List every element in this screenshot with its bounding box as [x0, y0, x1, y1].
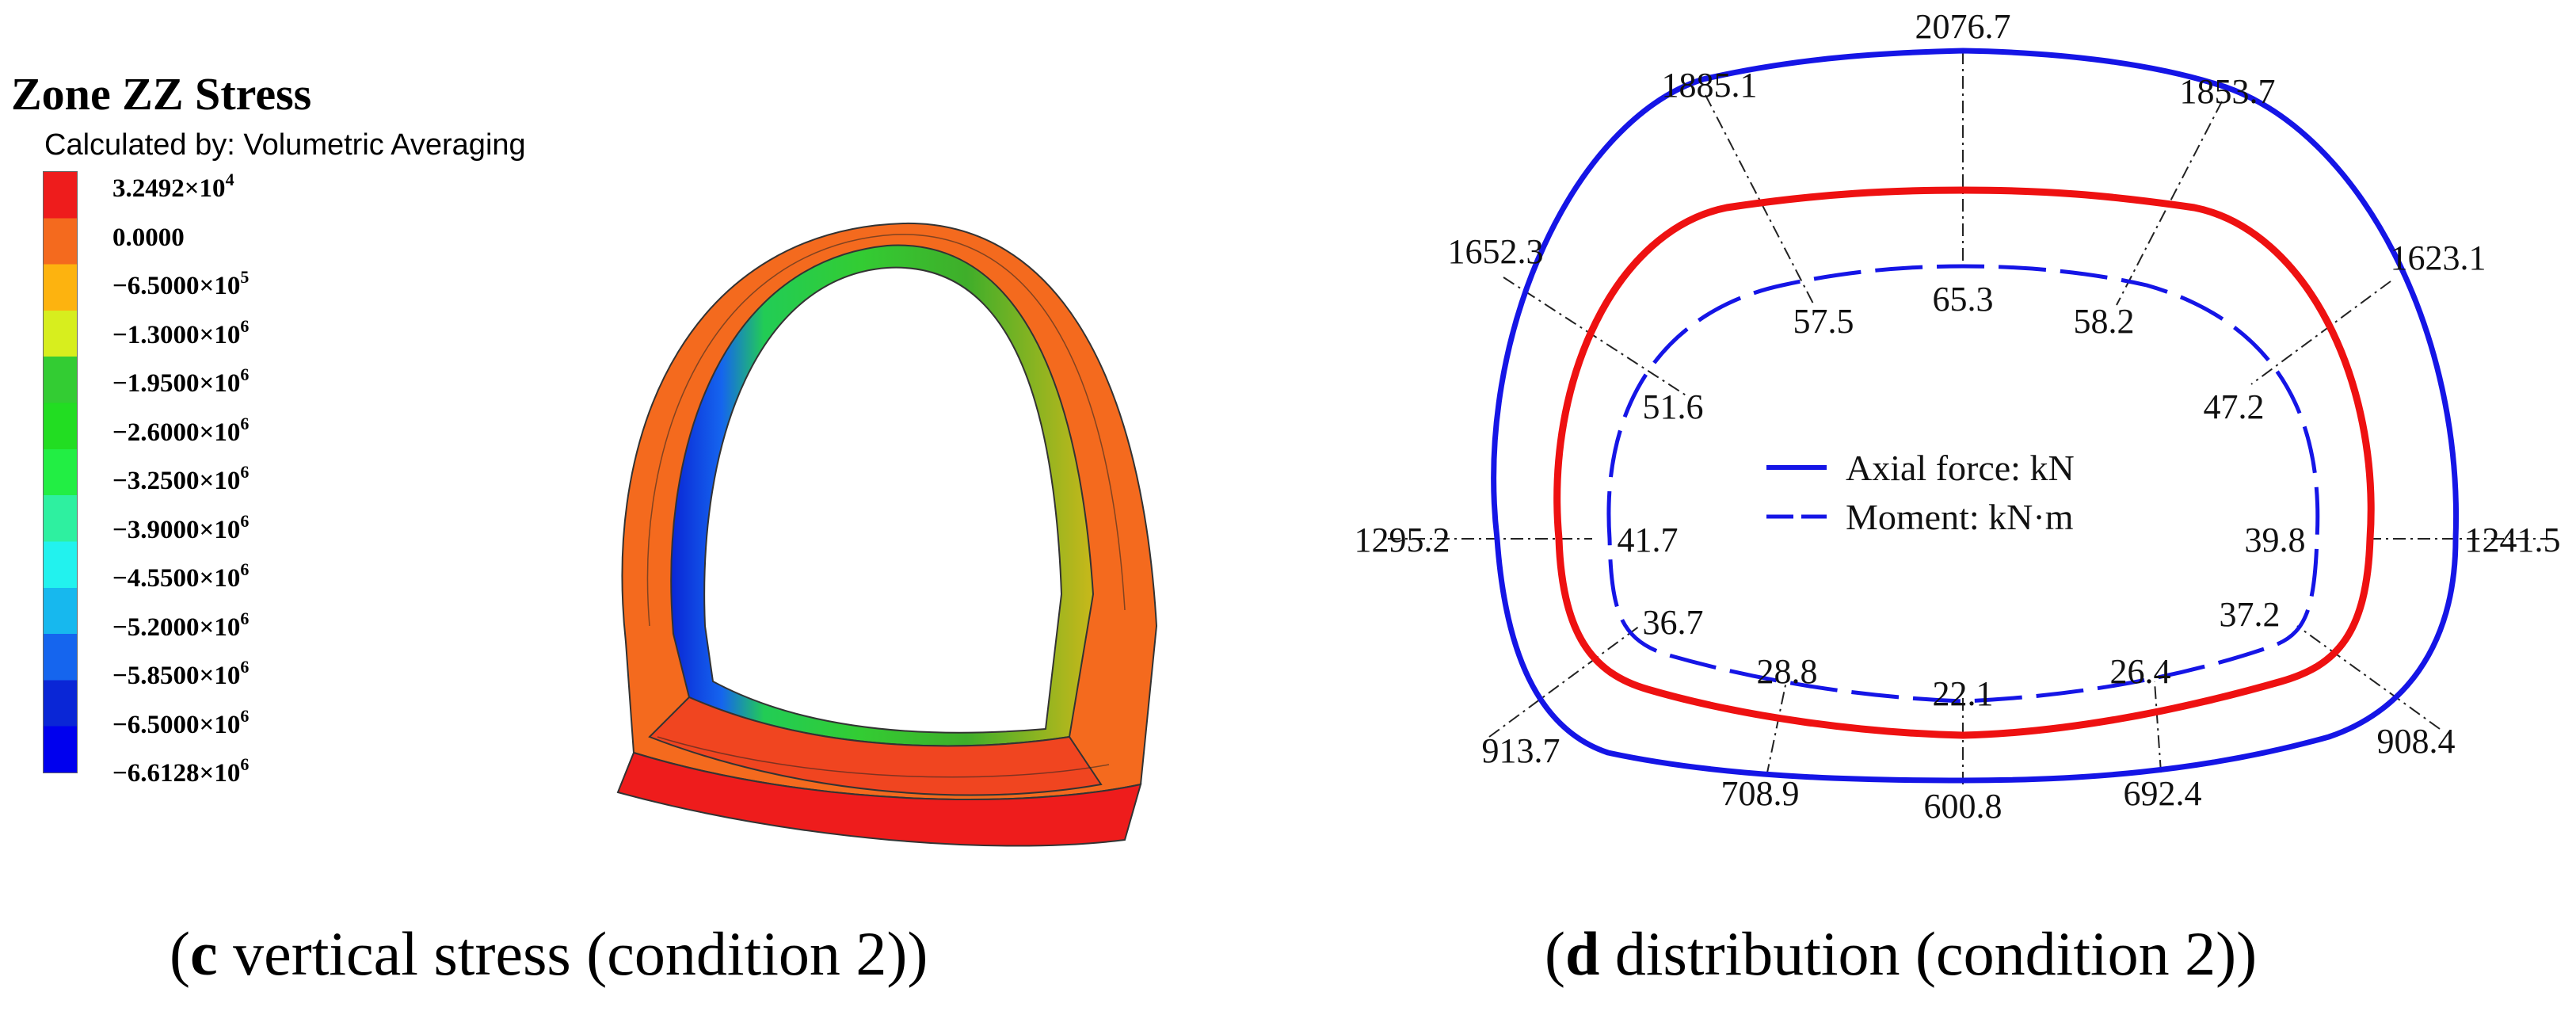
caption-c-letter: c: [189, 919, 218, 988]
caption-d-letter: d: [1564, 919, 1600, 988]
moment-label: 47.2: [2204, 387, 2265, 426]
moment-label: 28.8: [1757, 652, 1818, 691]
legend-entry-label: 3.2492×104: [112, 170, 234, 203]
axial-force-label: 692.4: [2124, 774, 2202, 813]
axial-force-label: 1295.2: [1355, 521, 1450, 559]
axial-force-label: 908.4: [2377, 722, 2456, 761]
axial-force-label: 913.7: [1482, 731, 1560, 770]
axial-force-legend-label: Axial force: kN: [1846, 448, 2075, 488]
axial-force-label: 600.8: [1924, 787, 2002, 826]
moment-label: 51.6: [1643, 387, 1704, 426]
stress-color-bar: [43, 171, 78, 773]
moment-label: 57.5: [1793, 302, 1854, 341]
moment-label: 37.2: [2220, 595, 2281, 634]
caption-c-text: vertical stress (condition 2): [217, 919, 908, 988]
caption-c: (c vertical stress (condition 2)): [170, 919, 928, 988]
legend-entry-label: −3.2500×106: [112, 462, 250, 495]
axial-force-label: 1885.1: [1662, 66, 1758, 105]
lining-outline: [1553, 186, 2375, 739]
ring-opening: [703, 266, 1063, 734]
legend-entry-label: −6.5000×106: [112, 705, 250, 739]
moment-label: 22.1: [1933, 674, 1994, 713]
guide-lines: [1388, 52, 2555, 784]
legend-entry-label: 0.0000: [112, 223, 185, 252]
moment-label: 39.8: [2245, 521, 2306, 559]
legend-entry-label: −5.8500×106: [112, 657, 250, 690]
axial-force-label: 1241.5: [2465, 521, 2561, 559]
axial-force-label: 1853.7: [2180, 72, 2276, 111]
legend-entry-label: −4.5500×106: [112, 559, 250, 593]
axial-force-curve: [1491, 48, 2460, 784]
caption-d-text: distribution (condition 2): [1599, 919, 2237, 988]
moment-label: 58.2: [2074, 302, 2135, 341]
moment-curve: [1606, 264, 2320, 704]
tunnel-lining-3d-model: [616, 222, 1158, 847]
legend-title: Zone ZZ Stress: [11, 68, 312, 120]
axial-force-label: 1652.3: [1448, 232, 1544, 271]
moment-label: 41.7: [1618, 521, 1679, 559]
axial-force-label: 708.9: [1721, 774, 1800, 813]
moment-legend-label: Moment: kN·m: [1846, 497, 2074, 537]
legend-entry-label: −1.9500×106: [112, 364, 250, 398]
legend-entry-label: −5.2000×106: [112, 608, 250, 642]
legend-entry-label: −1.3000×106: [112, 315, 250, 349]
legend-entry-label: −6.6128×106: [112, 754, 250, 788]
diagram-legend: Axial force: kN Moment: kN·m: [1766, 448, 2075, 537]
axial-force-label: 2076.7: [1915, 7, 2011, 46]
ring-invert-top: [648, 696, 1103, 796]
legend-entry-label: −2.6000×106: [112, 413, 250, 447]
ring-invert: [616, 751, 1142, 847]
axial-force-label: 1623.1: [2391, 238, 2486, 277]
legend-entry-label: −3.9000×106: [112, 510, 250, 544]
moment-label: 65.3: [1933, 280, 1994, 319]
legend-entry-label: −6.5000×105: [112, 267, 250, 300]
moment-label: 26.4: [2110, 652, 2171, 691]
moment-label: 36.7: [1643, 603, 1704, 642]
caption-d: (d distribution (condition 2)): [1545, 919, 2258, 988]
legend-subtitle: Calculated by: Volumetric Averaging: [44, 128, 526, 162]
